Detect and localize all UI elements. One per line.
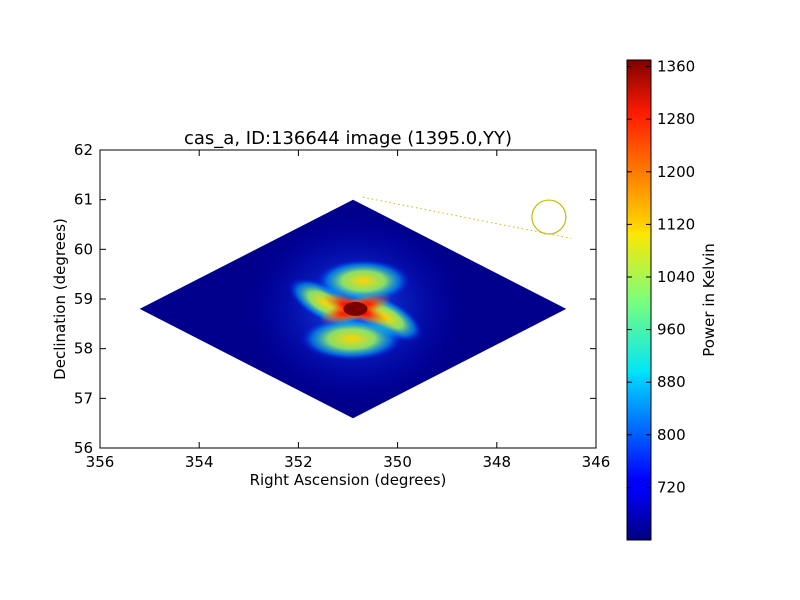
colorbar-tick-label: 800 [657, 426, 686, 444]
y-tick-label: 56 [74, 439, 93, 457]
heatmap-image [139, 199, 567, 419]
source-track-line [362, 196, 572, 239]
y-tick-label: 58 [74, 340, 93, 358]
colorbar-tick-label: 960 [657, 321, 686, 339]
lobe-south [299, 316, 404, 361]
source-marker-circle [531, 199, 567, 235]
y-axis-label: Declination (degrees) [51, 218, 69, 380]
colorbar-ticks: 720 800 880 960 1040 1120 1200 1280 1360 [627, 58, 695, 496]
y-axis-ticks: 56 57 58 59 60 61 62 [74, 141, 596, 457]
x-tick-label: 352 [284, 453, 313, 471]
colorbar-tick-label: 880 [657, 373, 686, 391]
y-tick-label: 60 [74, 240, 93, 258]
colorbar-tick-label: 1040 [657, 268, 695, 286]
colorbar-label: Power in Kelvin [700, 243, 718, 357]
core-peak [343, 301, 368, 316]
y-tick-label: 61 [74, 191, 93, 209]
colorbar-tick-label: 1360 [657, 58, 695, 76]
x-tick-label: 356 [86, 453, 115, 471]
colorbar-tick-label: 1280 [657, 110, 695, 128]
x-axis-ticks: 356 354 352 350 348 346 [86, 150, 611, 471]
colorbar-tick-label: 1120 [657, 215, 695, 233]
x-tick-label: 354 [185, 453, 214, 471]
colorbar [626, 59, 652, 541]
heatmap-core [319, 292, 392, 326]
colorbar-tick-label: 1200 [657, 163, 695, 181]
x-axis-label: Right Ascension (degrees) [250, 471, 447, 489]
chart-title: cas_a, ID:136644 image (1395.0,YY) [184, 128, 512, 149]
y-tick-label: 59 [74, 290, 93, 308]
x-tick-label: 350 [383, 453, 412, 471]
lobe-north [315, 258, 412, 303]
y-tick-label: 62 [74, 141, 93, 159]
x-tick-label: 346 [582, 453, 611, 471]
colorbar-tick-label: 720 [657, 478, 686, 496]
y-tick-label: 57 [74, 389, 93, 407]
x-tick-label: 348 [482, 453, 511, 471]
